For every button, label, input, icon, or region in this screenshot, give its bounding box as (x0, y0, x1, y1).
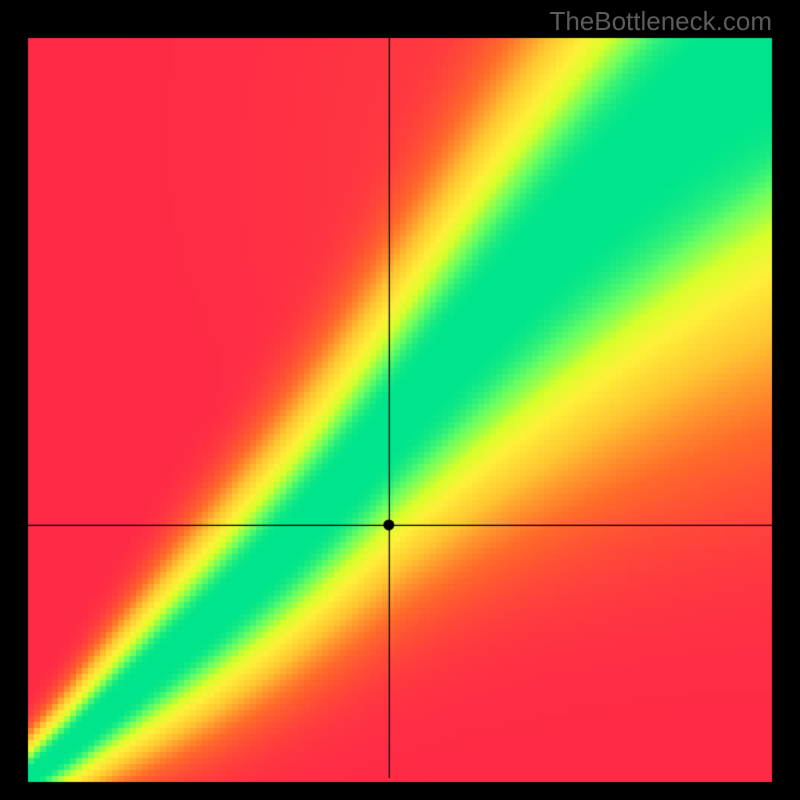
bottleneck-heatmap (0, 0, 800, 800)
watermark-text: TheBottleneck.com (549, 6, 772, 37)
chart-container: TheBottleneck.com (0, 0, 800, 800)
